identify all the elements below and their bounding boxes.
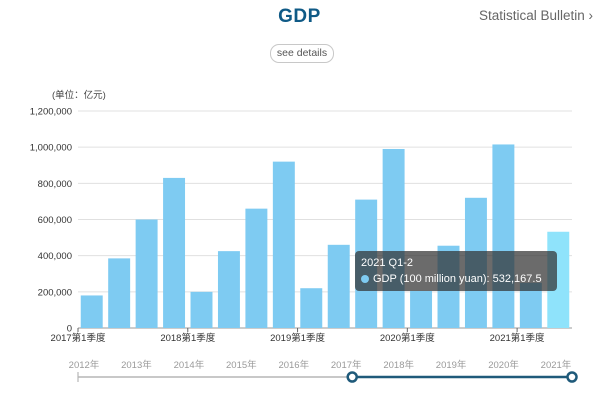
bar[interactable]: [519, 282, 542, 328]
bar[interactable]: [108, 258, 131, 328]
y-tick-label: 400,000: [38, 251, 72, 262]
tooltip-separator: :: [486, 273, 493, 285]
bar[interactable]: [163, 177, 186, 328]
bar[interactable]: [80, 295, 103, 328]
statistical-bulletin-link[interactable]: Statistical Bulletin ›: [478, 8, 593, 23]
timeline-year-label: 2015年: [226, 359, 257, 371]
x-tick-label: 2019第1季度: [270, 332, 325, 344]
timeline-year-label: 2021年: [541, 359, 572, 371]
bar[interactable]: [190, 291, 213, 328]
timeline-year-label: 2020年: [488, 359, 519, 371]
timeline-year-label: 2017年: [331, 359, 362, 371]
bar[interactable]: [272, 161, 295, 328]
tooltip-value: 532,167.5: [492, 273, 542, 285]
bar[interactable]: [382, 148, 405, 328]
bar[interactable]: [135, 219, 158, 329]
timeline-end-handle[interactable]: [566, 371, 578, 383]
y-tick-label: 600,000: [38, 215, 72, 226]
series-dot-icon: [361, 274, 369, 283]
bar[interactable]: [300, 288, 323, 328]
bar[interactable]: [492, 144, 515, 328]
x-tick-label: 2021第1季度: [490, 332, 545, 344]
chart-tooltip: 2021 Q1-2 GDP (100 million yuan): 532,16…: [355, 251, 557, 291]
bar[interactable]: [245, 208, 268, 328]
y-tick-label: 200,000: [38, 287, 72, 298]
timeline-start-handle[interactable]: [346, 371, 358, 383]
tooltip-row: GDP (100 million yuan): 532,167.5: [361, 271, 551, 287]
page-title: GDP: [278, 6, 321, 27]
x-tick-label: 2020第1季度: [380, 332, 435, 344]
tooltip-series-name: GDP (100 million yuan): [373, 273, 487, 285]
bar[interactable]: [217, 251, 240, 328]
timeline-year-label: 2013年: [121, 359, 152, 371]
see-details-button[interactable]: see details: [270, 44, 334, 63]
timeline-year-label: 2016年: [278, 359, 309, 371]
bar[interactable]: [327, 244, 350, 328]
y-tick-label: 1,200,000: [30, 107, 72, 118]
timeline-year-label: 2019年: [436, 359, 467, 371]
bar[interactable]: [410, 290, 433, 328]
y-tick-label: 800,000: [38, 179, 72, 190]
timeline-year-label: 2018年: [383, 359, 414, 371]
x-tick-label: 2017第1季度: [51, 332, 106, 344]
tooltip-title: 2021 Q1-2: [361, 257, 413, 269]
timeline-year-label: 2012年: [69, 359, 100, 371]
timeline-year-label: 2014年: [174, 359, 205, 371]
x-tick-label: 2018第1季度: [160, 332, 215, 344]
unit-label: (单位：亿元): [52, 90, 106, 101]
y-tick-label: 0: [67, 324, 72, 335]
y-tick-label: 1,000,000: [30, 143, 72, 154]
